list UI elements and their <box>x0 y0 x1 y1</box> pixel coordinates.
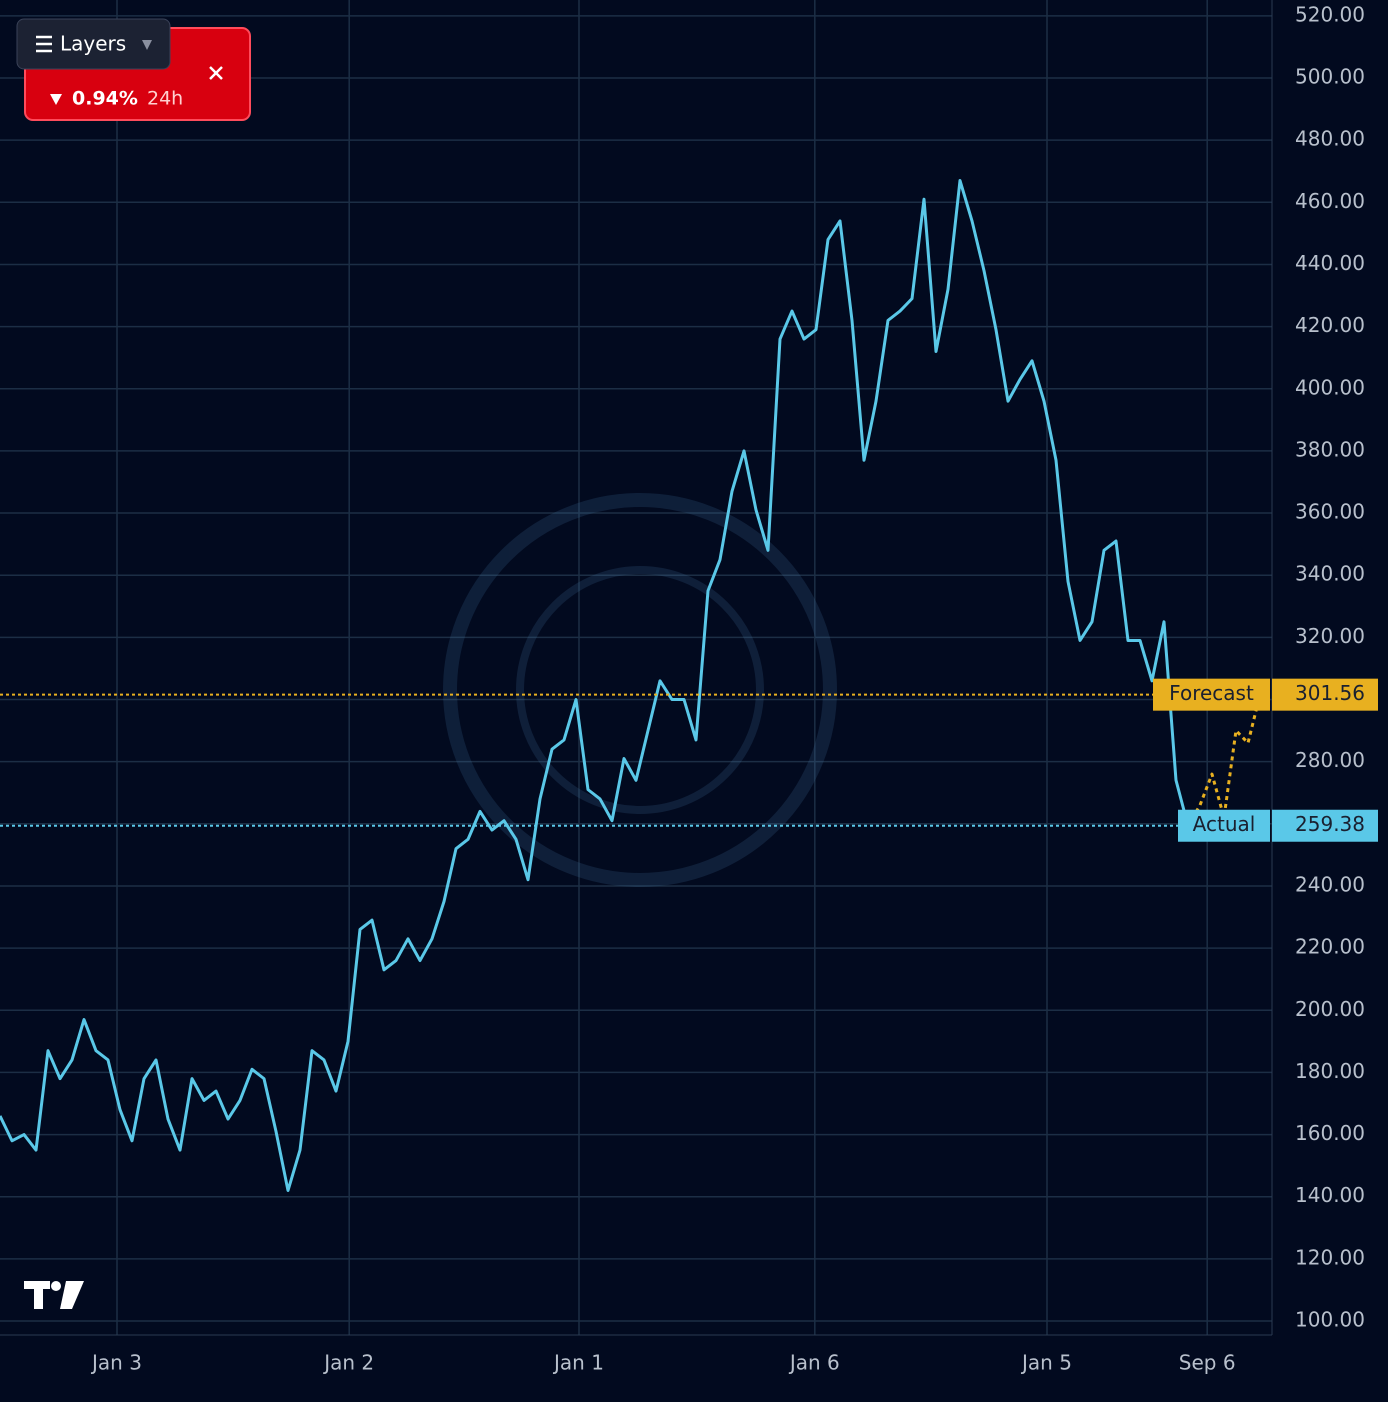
y-tick-label: 460.00 <box>1295 189 1365 213</box>
y-tick-label: 440.00 <box>1295 251 1365 275</box>
y-tick-label: 520.00 <box>1295 2 1365 26</box>
level-name-box <box>1153 678 1270 711</box>
x-tick-label: Jan 5 <box>1020 1351 1072 1375</box>
x-tick-label: Jan 6 <box>788 1351 840 1375</box>
y-tick-label: 380.00 <box>1295 437 1365 461</box>
level-value-box <box>1272 809 1378 842</box>
y-tick-label: 140.00 <box>1295 1183 1365 1207</box>
menu-icon <box>36 35 52 53</box>
tv-logo <box>24 1281 84 1309</box>
y-tick-label: 500.00 <box>1295 64 1365 88</box>
level-value: 259.38 <box>1295 812 1365 836</box>
plot <box>0 179 1272 1192</box>
y-tick-label: 220.00 <box>1295 935 1365 959</box>
y-tick-label: 420.00 <box>1295 313 1365 337</box>
layers-button[interactable] <box>16 18 171 70</box>
x-tick-label: Jan 1 <box>552 1351 604 1375</box>
level-value: 301.56 <box>1295 681 1365 705</box>
y-tick-label: 360.00 <box>1295 500 1365 524</box>
grid <box>0 0 1272 1335</box>
period: 24h <box>147 88 183 110</box>
level-name: Forecast <box>1169 681 1254 705</box>
level-value-box <box>1272 678 1378 711</box>
price-tags: 100.00 120.00 140.00 160.00 180.00 200.00 220.… <box>90 2 1378 1375</box>
x-tick-label: Jan 2 <box>322 1351 374 1375</box>
dropdown-arrow <box>142 40 152 50</box>
y-tick-label: 240.00 <box>1295 872 1365 896</box>
y-tick-label: 480.00 <box>1295 127 1365 151</box>
x-tick-label: Jan 3 <box>90 1351 142 1375</box>
level-name-box <box>1178 809 1270 842</box>
y-tick-label: 120.00 <box>1295 1245 1365 1269</box>
y-tick-label: 340.00 <box>1295 562 1365 586</box>
y-tick-label: 320.00 <box>1295 624 1365 648</box>
x-tick-label: Sep 6 <box>1179 1351 1236 1375</box>
change: 0.94% <box>72 88 138 110</box>
y-tick-label: 100.00 <box>1295 1308 1365 1332</box>
down-arrow <box>50 94 62 105</box>
watermark <box>443 493 837 887</box>
y-tick-label: 160.00 <box>1295 1121 1365 1145</box>
price-line <box>0 179 1190 1192</box>
y-tick-label: 280.00 <box>1295 748 1365 772</box>
close-button[interactable] <box>209 66 223 80</box>
y-tick-label: 180.00 <box>1295 1059 1365 1083</box>
y-tick-label: 200.00 <box>1295 997 1365 1021</box>
y-tick-label: 400.00 <box>1295 375 1365 399</box>
layers-label: Layers <box>60 32 126 56</box>
level-name: Actual <box>1193 812 1256 836</box>
